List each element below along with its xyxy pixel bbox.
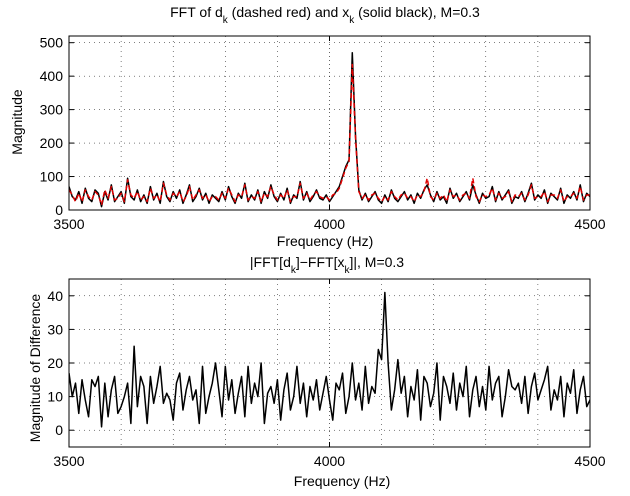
x-tick-label: 4000	[314, 453, 345, 469]
plot-frame	[68, 278, 591, 448]
y-axis-label: Magnitude of Difference	[27, 294, 43, 443]
x-tick-label: 3500	[53, 453, 84, 469]
chart-difference: |FFT[dk]−FFT[xk]|, M=0.3 3500 4000 4500010…	[27, 254, 606, 489]
y-tick-label: 30	[47, 321, 63, 337]
title-subscript: k	[349, 15, 355, 26]
chart-title: |FFT[dk]−FFT[xk]|, M=0.3	[250, 254, 404, 276]
y-tick-label: 10	[47, 389, 63, 405]
y-tick-label: 20	[47, 355, 63, 371]
x-tick-label: 4500	[574, 216, 605, 232]
y-tick-label: 40	[47, 288, 63, 304]
y-tick-label: 0	[55, 202, 63, 218]
title-part: (solid black), M=0.3	[354, 4, 480, 20]
series-line-dashed-red	[69, 63, 590, 206]
plot-frame	[68, 35, 591, 211]
axis-ticks: 3500 4000 4500 0 100 200 300 400 500	[40, 35, 606, 232]
series-line-solid-black	[69, 291, 590, 428]
title-part: ]−FFT[x	[296, 254, 345, 270]
y-tick-label: 100	[40, 169, 64, 185]
grid	[68, 36, 591, 211]
chart-title: FFT of dk (dashed red) and xk (solid bla…	[170, 4, 480, 26]
title-part: ]|, M=0.3	[349, 254, 404, 270]
y-tick-label: 300	[40, 102, 64, 118]
x-tick-label: 4500	[574, 453, 605, 469]
chart-fft: FFT of dk (dashed red) and xk (solid bla…	[9, 4, 606, 249]
x-tick-label: 3500	[53, 216, 84, 232]
y-tick-label: 200	[40, 135, 64, 151]
title-subscript: k	[291, 265, 297, 276]
axis-ticks: 3500 4000 4500 0 10 20 30 40	[47, 279, 606, 469]
x-axis-label: Frequency (Hz)	[277, 233, 373, 249]
title-part: FFT of d	[170, 4, 223, 20]
plot-lines	[69, 51, 590, 208]
y-tick-label: 0	[55, 422, 63, 438]
title-part: (dashed red) and x	[228, 4, 349, 20]
y-axis-label: Magnitude	[9, 89, 25, 155]
y-tick-label: 400	[40, 68, 64, 84]
title-subscript: k	[223, 15, 229, 26]
x-axis-label: Frequency (Hz)	[294, 473, 390, 489]
y-tick-label: 500	[40, 35, 64, 51]
title-part: |FFT[d	[250, 254, 291, 270]
title-subscript: k	[344, 265, 350, 276]
plot-lines	[69, 291, 590, 428]
x-tick-label: 4000	[314, 216, 345, 232]
